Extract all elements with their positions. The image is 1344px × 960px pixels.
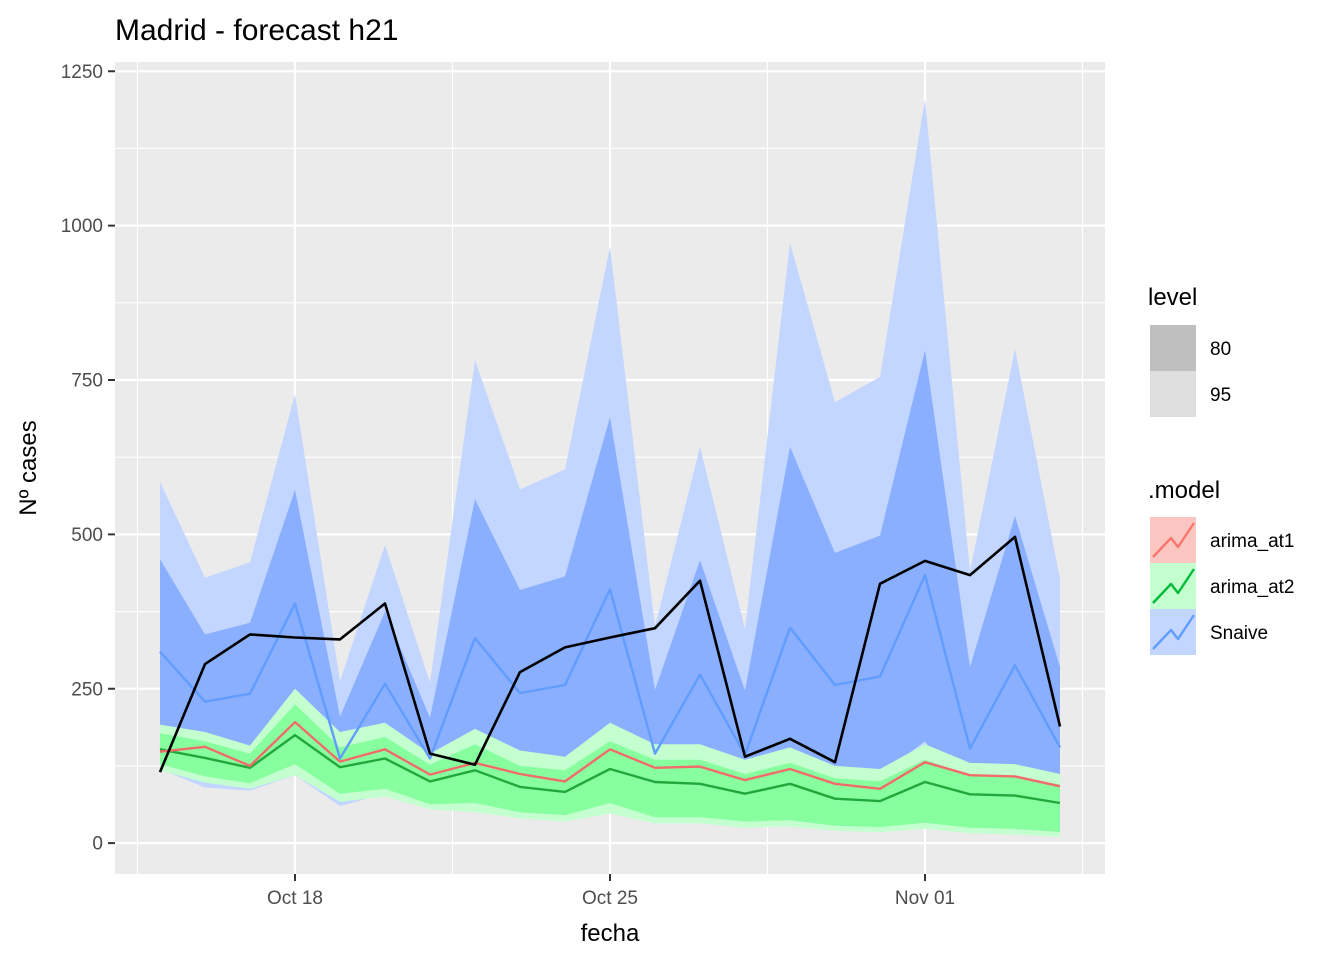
legend-title-model: .model bbox=[1148, 477, 1220, 504]
chart-title: Madrid - forecast h21 bbox=[115, 14, 398, 47]
x-axis: Oct 18 Oct 25 Nov 01 bbox=[267, 874, 955, 909]
legend-swatch-level-80 bbox=[1150, 325, 1196, 371]
y-tick-label: 1000 bbox=[61, 216, 103, 237]
legend-glyph-snaive bbox=[1152, 614, 1195, 650]
y-tick-label: 250 bbox=[71, 679, 103, 700]
legend-swatch-level-95 bbox=[1150, 371, 1196, 417]
x-tick-label: Oct 18 bbox=[267, 888, 323, 909]
legend: level 80 95 .model arima_at1 arima_at2 Snaive bbox=[1148, 284, 1295, 655]
legend-label-arima-at2: arima_at2 bbox=[1210, 577, 1295, 598]
legend-label-snaive: Snaive bbox=[1210, 623, 1268, 644]
snaive-band-80 bbox=[160, 350, 1060, 807]
legend-label-level-95: 95 bbox=[1210, 385, 1231, 406]
y-tick-label: 0 bbox=[92, 834, 103, 855]
y-tick-label: 750 bbox=[71, 371, 103, 392]
x-tick-label: Oct 25 bbox=[582, 888, 638, 909]
legend-glyph-arima-at2 bbox=[1152, 568, 1195, 604]
legend-label-arima-at1: arima_at1 bbox=[1210, 531, 1295, 552]
arima-at1-mean-line bbox=[159, 720, 1061, 790]
actual-line bbox=[158, 535, 1062, 773]
y-axis: 0 250 500 750 1000 1250 bbox=[61, 62, 115, 855]
legend-label-level-80: 80 bbox=[1210, 339, 1231, 360]
x-axis-title: fecha bbox=[581, 920, 640, 947]
y-tick-label: 500 bbox=[71, 525, 103, 546]
arima-at2-mean-line bbox=[159, 733, 1061, 805]
series-lines bbox=[158, 535, 1062, 805]
legend-title-level: level bbox=[1148, 284, 1197, 311]
y-tick-label: 1250 bbox=[61, 62, 103, 83]
snaive-mean-line bbox=[159, 573, 1062, 760]
x-tick-label: Nov 01 bbox=[895, 888, 955, 909]
y-axis-title: Nº cases bbox=[15, 420, 42, 515]
legend-glyph-arima-at1 bbox=[1152, 522, 1195, 558]
